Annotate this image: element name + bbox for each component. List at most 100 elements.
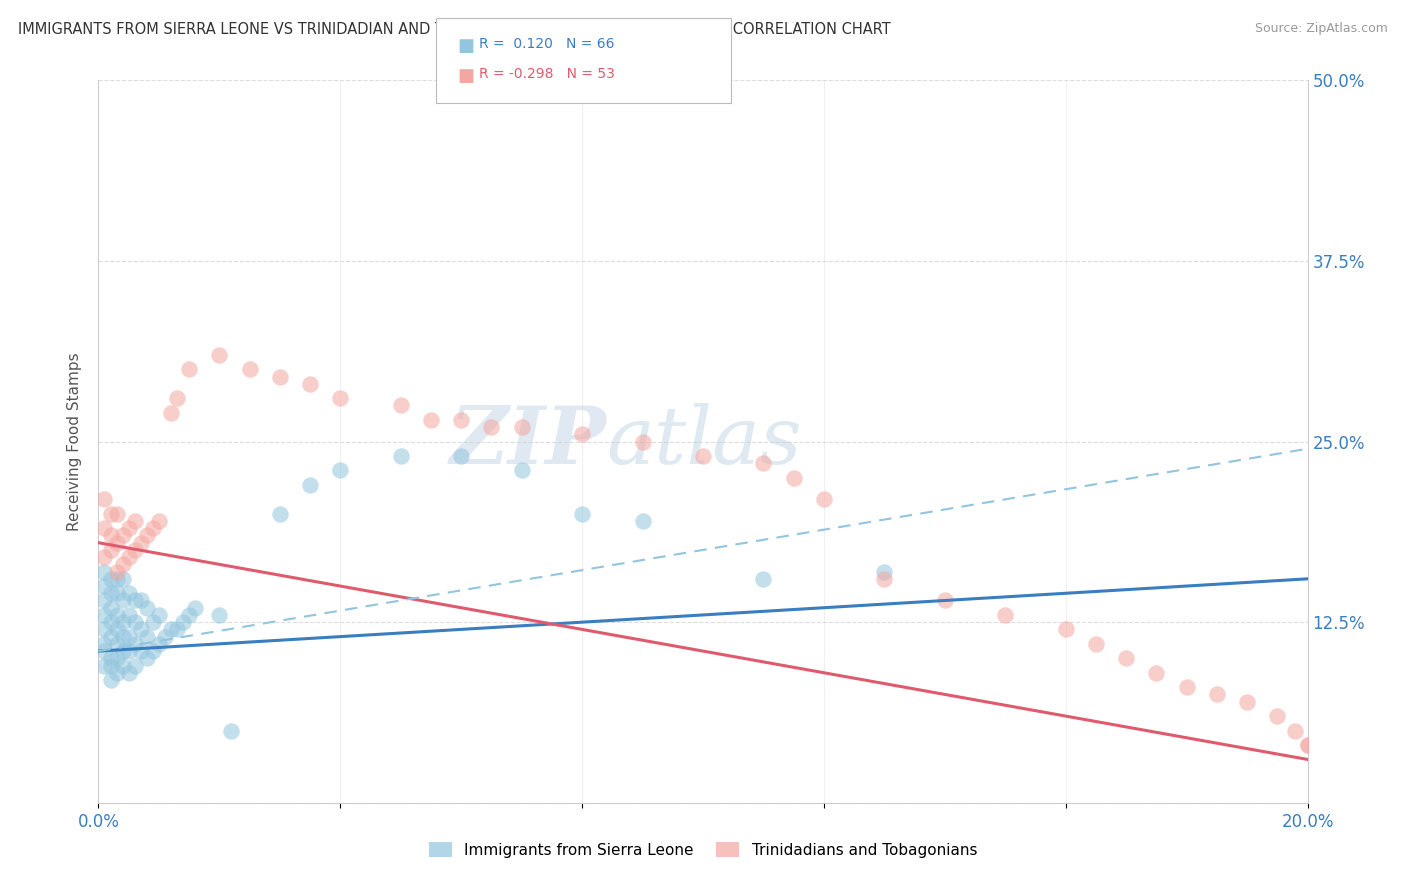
Point [111,572,134,586]
Point [1296,738,1319,752]
Point [1236,695,1258,709]
Point [100,586,122,600]
Point [873,565,896,579]
Text: ZIP: ZIP [450,403,606,480]
Point [142,521,165,535]
Point [1175,680,1198,694]
Point [111,593,134,607]
Point [1296,738,1319,752]
Point [93,637,115,651]
Point [111,558,134,572]
Point [93,492,115,507]
Point [111,658,134,673]
Point [118,586,141,600]
Point [148,514,170,528]
Point [100,658,122,673]
Point [105,572,128,586]
Point [510,420,533,434]
Point [105,637,128,651]
Point [148,607,170,622]
Point [239,362,262,376]
Point [100,572,122,586]
Point [111,615,134,630]
Point [142,615,165,630]
Point [118,550,141,565]
Point [1267,709,1289,723]
Point [873,572,896,586]
Y-axis label: Receiving Food Stamps: Receiving Food Stamps [67,352,83,531]
Point [208,607,231,622]
Point [166,623,188,637]
Point [105,535,128,549]
Point [1284,723,1306,738]
Point [118,521,141,535]
Point [105,651,128,665]
Point [93,644,115,658]
Point [1115,651,1137,665]
Point [93,623,115,637]
Point [208,348,231,362]
Point [124,637,146,651]
Point [105,623,128,637]
Point [1054,623,1077,637]
Text: ■: ■ [457,67,474,85]
Point [571,427,593,442]
Point [93,550,115,565]
Point [100,507,122,521]
Point [631,514,654,528]
Point [160,623,183,637]
Point [93,579,115,593]
Point [105,507,128,521]
Point [105,665,128,680]
Point [166,391,188,405]
Point [135,600,157,615]
Point [692,449,714,463]
Point [93,565,115,579]
Point [129,535,152,549]
Point [752,456,775,470]
Point [111,630,134,644]
Point [184,600,207,615]
Text: IMMIGRANTS FROM SIERRA LEONE VS TRINIDADIAN AND TOBAGONIAN RECEIVING FOOD STAMPS: IMMIGRANTS FROM SIERRA LEONE VS TRINIDAD… [18,22,891,37]
Point [129,593,152,607]
Point [124,658,146,673]
Point [118,665,141,680]
Point [93,593,115,607]
Point [510,463,533,477]
Point [100,673,122,687]
Point [160,406,183,420]
Text: R = -0.298   N = 53: R = -0.298 N = 53 [479,67,616,81]
Point [1206,687,1229,701]
Point [105,586,128,600]
Point [118,607,141,622]
Point [813,492,835,507]
Point [105,565,128,579]
Point [118,630,141,644]
Point [111,528,134,542]
Point [299,478,322,492]
Point [450,413,472,427]
Point [994,607,1017,622]
Point [450,449,472,463]
Point [93,658,115,673]
Point [118,644,141,658]
Point [124,514,146,528]
Point [179,607,201,622]
Point [135,528,157,542]
Point [105,607,128,622]
Point [269,369,291,384]
Point [142,644,165,658]
Point [100,615,122,630]
Point [100,600,122,615]
Point [100,542,122,557]
Point [299,376,322,391]
Point [329,391,352,405]
Point [172,615,194,630]
Point [481,420,503,434]
Point [631,434,654,449]
Text: atlas: atlas [606,403,801,480]
Point [1085,637,1108,651]
Point [124,615,146,630]
Point [389,449,412,463]
Point [111,644,134,658]
